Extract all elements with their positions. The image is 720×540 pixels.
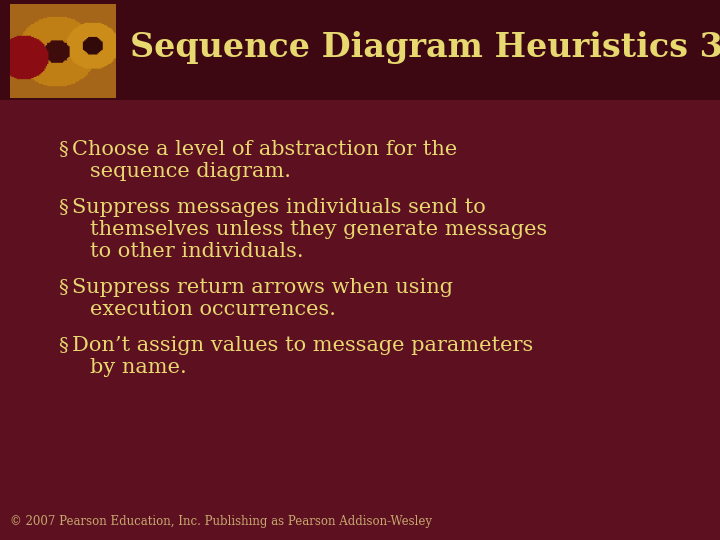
Text: Choose a level of abstraction for the: Choose a level of abstraction for the xyxy=(72,140,457,159)
Text: by name.: by name. xyxy=(90,358,186,377)
Text: Sequence Diagram Heuristics 3: Sequence Diagram Heuristics 3 xyxy=(130,31,720,64)
Text: themselves unless they generate messages: themselves unless they generate messages xyxy=(90,220,547,239)
Text: sequence diagram.: sequence diagram. xyxy=(90,162,291,181)
Text: Suppress return arrows when using: Suppress return arrows when using xyxy=(72,278,453,297)
Bar xyxy=(0,0,720,100)
Text: §: § xyxy=(58,198,68,216)
Text: §: § xyxy=(58,336,68,354)
Text: Don’t assign values to message parameters: Don’t assign values to message parameter… xyxy=(72,336,534,355)
Text: execution occurrences.: execution occurrences. xyxy=(90,300,336,319)
Text: §: § xyxy=(58,140,68,158)
Text: © 2007 Pearson Education, Inc. Publishing as Pearson Addison-Wesley: © 2007 Pearson Education, Inc. Publishin… xyxy=(10,515,432,528)
Text: to other individuals.: to other individuals. xyxy=(90,242,304,261)
Text: §: § xyxy=(58,278,68,296)
Text: Suppress messages individuals send to: Suppress messages individuals send to xyxy=(72,198,486,217)
